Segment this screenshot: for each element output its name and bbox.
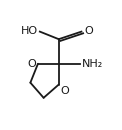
Text: O: O [84,26,93,36]
Text: O: O [61,86,69,96]
Text: NH₂: NH₂ [81,59,103,69]
Text: HO: HO [21,26,38,36]
Text: O: O [27,59,36,69]
